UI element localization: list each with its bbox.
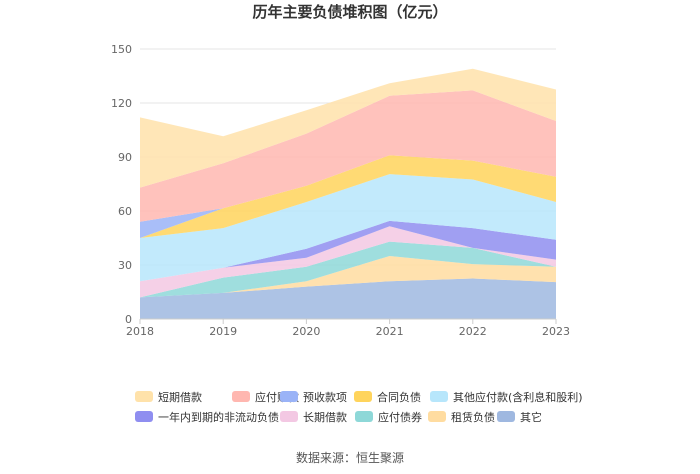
legend-swatch bbox=[430, 391, 448, 402]
legend-swatch bbox=[497, 411, 515, 422]
area-series bbox=[140, 68, 556, 319]
legend-label: 合同负债 bbox=[377, 390, 421, 404]
legend-swatch bbox=[428, 411, 446, 422]
legend-swatch bbox=[354, 391, 372, 402]
area-短期借款 bbox=[140, 68, 556, 188]
y-tick-label: 0 bbox=[125, 313, 132, 326]
area-租赁负债 bbox=[140, 256, 556, 298]
area-应付债券 bbox=[140, 241, 556, 298]
legend-label: 短期借款 bbox=[158, 390, 202, 404]
y-tick-label: 60 bbox=[118, 205, 132, 218]
legend-label: 应付债券 bbox=[378, 410, 422, 424]
y-tick-label: 150 bbox=[111, 43, 132, 56]
legend-item[interactable]: 其他应付款(含利息和股利) bbox=[430, 390, 583, 404]
legend-swatch bbox=[232, 391, 250, 402]
legend-swatch bbox=[135, 411, 153, 422]
legend-item[interactable]: 一年内到期的非流动负债 bbox=[135, 410, 279, 424]
data-source: 数据来源：恒生聚源 bbox=[296, 450, 404, 465]
area-应付账款 bbox=[140, 90, 556, 222]
legend-label: 其它 bbox=[520, 410, 542, 424]
x-tick-label: 2019 bbox=[209, 325, 237, 338]
area-其它 bbox=[140, 278, 556, 319]
x-tick-label: 2020 bbox=[292, 325, 320, 338]
x-tick-label: 2021 bbox=[376, 325, 404, 338]
y-tick-label: 30 bbox=[118, 259, 132, 272]
legend-item[interactable]: 预收款项 bbox=[280, 390, 347, 404]
legend: 短期借款 应付账款 预收款项 合同负债 其他应付款(含利息和股利)一年内到期的非流动负债… bbox=[135, 390, 583, 424]
axes: 0 30 60 90 120 150 2018 2019 2020 2021 2022 2023 bbox=[111, 43, 570, 338]
x-tick-label: 2018 bbox=[126, 325, 154, 338]
legend-item[interactable]: 合同负债 bbox=[354, 390, 421, 404]
area-合同负债 bbox=[140, 155, 556, 238]
legend-swatch bbox=[135, 391, 153, 402]
legend-item[interactable]: 应付债券 bbox=[355, 410, 422, 424]
area-一年内到期的非流动负债 bbox=[140, 220, 556, 282]
legend-label: 一年内到期的非流动负债 bbox=[158, 410, 279, 424]
legend-label: 预收款项 bbox=[303, 390, 347, 404]
x-tick-label: 2023 bbox=[542, 325, 570, 338]
legend-label: 租赁负债 bbox=[451, 410, 495, 424]
area-长期借款 bbox=[140, 226, 556, 298]
chart-title: 历年主要负债堆积图（亿元） bbox=[252, 3, 447, 21]
legend-item[interactable]: 租赁负债 bbox=[428, 410, 495, 424]
legend-swatch bbox=[355, 411, 373, 422]
x-tick-label: 2022 bbox=[459, 325, 487, 338]
legend-item[interactable]: 长期借款 bbox=[280, 410, 347, 424]
legend-label: 长期借款 bbox=[303, 410, 347, 424]
area-其他应付款(含利息和股利) bbox=[140, 174, 556, 282]
legend-swatch bbox=[280, 411, 298, 422]
y-tick-label: 90 bbox=[118, 151, 132, 164]
legend-label: 其他应付款(含利息和股利) bbox=[453, 390, 583, 404]
legend-swatch bbox=[280, 391, 298, 402]
legend-item[interactable]: 短期借款 bbox=[135, 390, 202, 404]
y-tick-label: 120 bbox=[111, 97, 132, 110]
legend-item[interactable]: 其它 bbox=[497, 410, 542, 424]
